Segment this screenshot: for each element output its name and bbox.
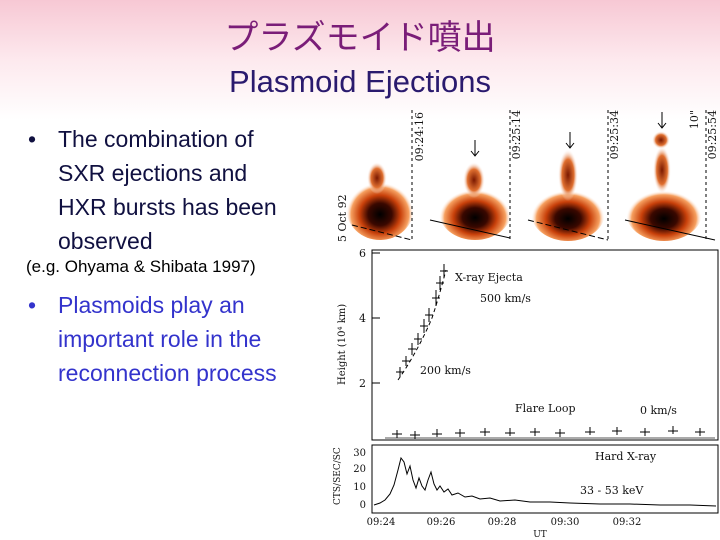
bullet-line: important role in the xyxy=(58,326,262,352)
fit-curve xyxy=(397,269,447,381)
sxr-jet xyxy=(558,149,578,201)
date-label: 5 Oct 92 xyxy=(336,194,349,242)
frame-time: 09:25:34 xyxy=(608,110,621,159)
y-tick-label: 6 xyxy=(359,247,366,260)
x-axis-label: UT xyxy=(533,530,547,540)
hxr-curve xyxy=(373,456,717,507)
bullet: • The combination of SXR ejections and HXR … xyxy=(28,122,277,258)
annotation: 0 km/s xyxy=(640,404,677,417)
image-frames: 09:24:16 09:25:14 09:25:34 09:25:54 10" … xyxy=(336,110,720,245)
y-tick-label: 4 xyxy=(359,312,366,325)
x-tick-label: 09:24 xyxy=(367,517,396,528)
y-tick-label: 0 xyxy=(360,500,366,511)
sxr-blob xyxy=(626,185,702,241)
y-tick-label: 20 xyxy=(353,464,366,475)
plot-frame xyxy=(371,249,719,441)
plot-frame xyxy=(371,444,719,514)
y-axis-label: CTS/SEC/SC xyxy=(333,447,343,505)
guide-lines xyxy=(351,110,716,241)
y-axis-label: Height (10⁴ km) xyxy=(337,304,348,385)
bullet-line: The combination of xyxy=(58,126,254,152)
frame-time: 09:25:14 xyxy=(510,110,523,159)
hxr-plot: 30 20 10 0 CTS/SEC/SC Hard X-ray 33 - 53… xyxy=(333,444,719,540)
tick-marks xyxy=(372,252,380,384)
sxr-jet xyxy=(463,162,485,198)
sxr-jet xyxy=(653,146,671,194)
scale-label: 10" xyxy=(688,110,701,129)
annotation: Flare Loop xyxy=(515,402,576,415)
note: (e.g. Ohyama & Shibata 1997) xyxy=(26,257,256,276)
slide-subtitle: Plasmoid Ejections xyxy=(229,64,491,99)
height-plot: 6 4 2 Height (10⁴ km) X-ray Ejecta 500 k… xyxy=(337,247,719,441)
sxr-blob xyxy=(346,176,414,240)
frame-time: 09:25:54 xyxy=(706,110,719,159)
sxr-blob xyxy=(531,185,605,241)
x-tick-label: 09:32 xyxy=(613,517,642,528)
bullet-line: SXR ejections and xyxy=(58,160,248,186)
annotation: 500 km/s xyxy=(480,292,531,305)
bullet: • Plasmoids play an important role in the r… xyxy=(28,288,277,390)
x-tick-label: 09:30 xyxy=(551,517,580,528)
y-tick-label: 2 xyxy=(359,377,366,390)
bullet-line: reconnection process xyxy=(58,360,277,386)
annotation: X-ray Ejecta xyxy=(455,271,523,284)
bullet-line: observed xyxy=(58,228,153,254)
height-points xyxy=(385,264,715,439)
frame-time: 09:24:16 xyxy=(413,112,426,161)
annotation: 33 - 53 keV xyxy=(580,484,644,497)
bullet-line: Plasmoids play an xyxy=(58,292,245,318)
x-tick-label: 09:28 xyxy=(488,517,517,528)
sxr-jet xyxy=(367,162,387,194)
slide-title: プラズモイド噴出 xyxy=(224,18,496,58)
y-tick-label: 30 xyxy=(353,448,366,459)
plasmoid xyxy=(652,131,670,149)
y-tick-label: 10 xyxy=(353,482,366,493)
annotation: 200 km/s xyxy=(420,364,471,377)
bullet-line: HXR bursts has been xyxy=(58,194,277,220)
x-tick-label: 09:26 xyxy=(427,517,456,528)
annotation: Hard X-ray xyxy=(595,450,657,463)
